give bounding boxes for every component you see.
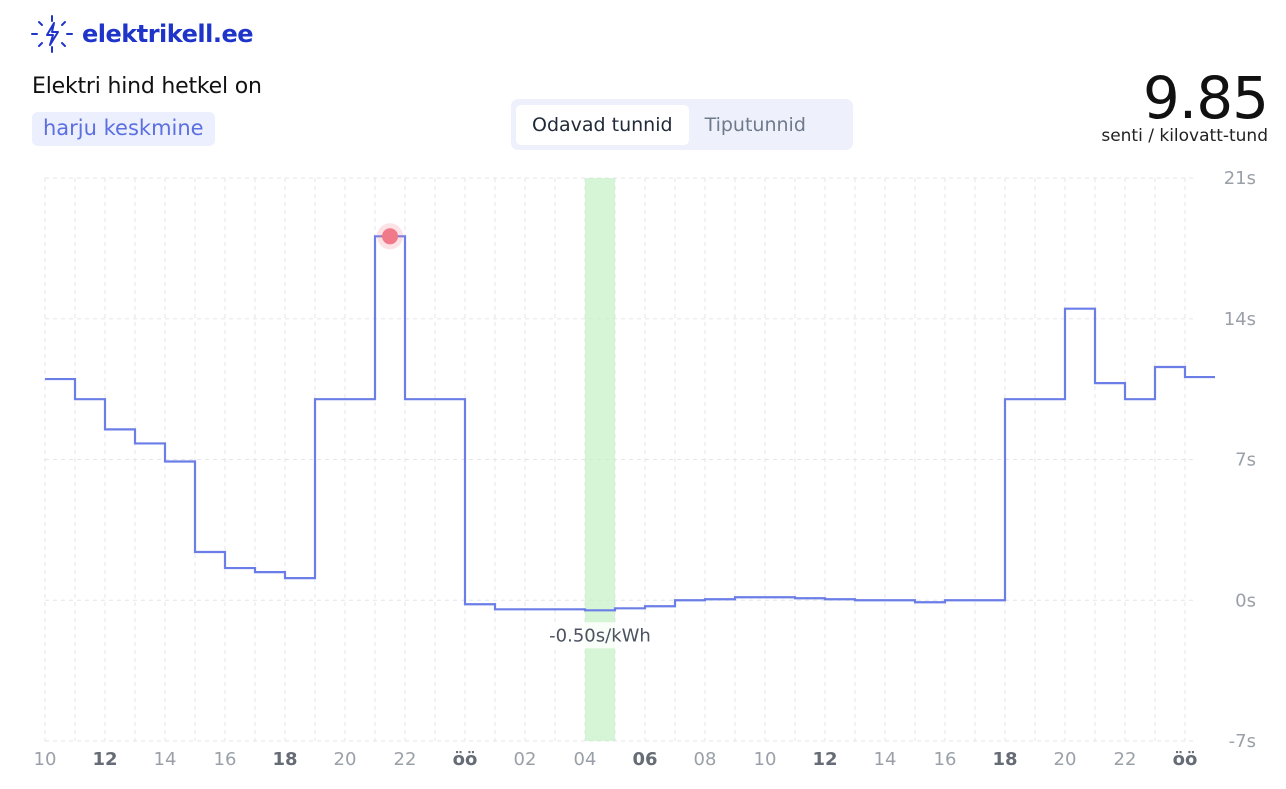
view-tabs: Odavad tunnid Tiputunnid: [511, 99, 853, 150]
tab-peak-hours[interactable]: Tiputunnid: [704, 113, 806, 136]
price-value: 9.85: [1142, 64, 1269, 132]
x-tick-label: 18: [272, 749, 297, 770]
x-tick-label: 10: [754, 749, 777, 770]
x-tick-label: 06: [632, 749, 657, 770]
x-tick-label: öö: [1173, 749, 1198, 770]
chart-grid: [44, 177, 1195, 742]
x-tick-label: 22: [394, 749, 417, 770]
price-headline: Elektri hind hetkel on: [32, 74, 262, 99]
logo[interactable]: elektrikell.ee: [30, 14, 254, 54]
y-tick-label: -7s: [1229, 731, 1256, 752]
x-tick-label: 18: [992, 749, 1017, 770]
x-tick-label: 22: [1114, 749, 1137, 770]
y-tick-label: 7s: [1235, 450, 1256, 471]
x-tick-label: 04: [574, 749, 597, 770]
current-hour-marker: [382, 228, 398, 245]
price-unit: senti / kilovatt-tund: [1101, 126, 1268, 146]
x-tick-label: 20: [1054, 749, 1077, 770]
price-series: [45, 235, 1215, 612]
y-axis: 21s 14s 7s 0s -7s: [1224, 168, 1256, 752]
cheapest-label-bg: [542, 622, 658, 649]
x-tick-label: 20: [334, 749, 357, 770]
current-price: 9.85 senti / kilovatt-tund: [1101, 62, 1269, 146]
x-tick-label: 16: [214, 749, 237, 770]
price-step-line: [45, 235, 1215, 612]
y-tick-label: 0s: [1235, 590, 1256, 611]
x-tick-label: 14: [154, 749, 177, 770]
x-tick-label: öö: [453, 749, 478, 770]
y-tick-label: 14s: [1224, 309, 1256, 330]
x-axis: 10 12 14 16 18 20 22 öö 02 04 06 08 10 12 14 16 18 20 22 öö: [34, 749, 1198, 770]
x-tick-label: 12: [812, 749, 837, 770]
x-tick-label: 10: [34, 749, 57, 770]
x-tick-label: 16: [934, 749, 957, 770]
x-tick-label: 12: [92, 749, 117, 770]
x-tick-label: 14: [874, 749, 897, 770]
cheapest-hour-highlight: [585, 178, 615, 741]
lightning-logo-icon: [31, 15, 73, 53]
x-tick-label: 02: [514, 749, 537, 770]
cheapest-hour-band: [585, 178, 615, 741]
brand-name: elektrikell.ee: [82, 20, 254, 48]
region-selector[interactable]: harju keskmine: [32, 112, 215, 146]
chart-annotations: -0.50s/kWh: [377, 223, 658, 649]
x-tick-label: 08: [694, 749, 717, 770]
y-tick-label: 21s: [1224, 168, 1256, 189]
tab-cheap-hours[interactable]: Odavad tunnid: [516, 104, 689, 145]
cheapest-price-label: -0.50s/kWh: [549, 625, 651, 646]
